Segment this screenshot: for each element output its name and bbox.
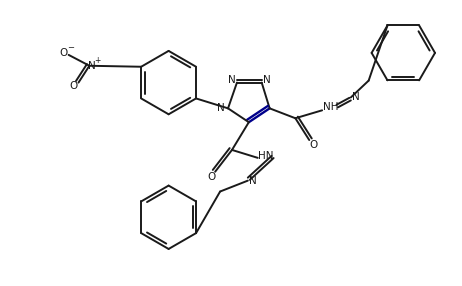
Text: O: O — [207, 172, 215, 182]
Text: O: O — [309, 140, 317, 150]
Text: N: N — [89, 61, 96, 71]
Text: N: N — [228, 75, 236, 85]
Text: +: + — [94, 56, 101, 65]
Text: NH: NH — [323, 102, 339, 112]
Text: N: N — [217, 103, 225, 113]
Text: N: N — [249, 176, 257, 186]
Text: O: O — [60, 48, 68, 58]
Text: O: O — [69, 81, 78, 91]
Text: HN: HN — [258, 151, 274, 161]
Text: N: N — [352, 92, 359, 102]
Text: −: − — [67, 43, 74, 52]
Text: N: N — [263, 75, 271, 85]
